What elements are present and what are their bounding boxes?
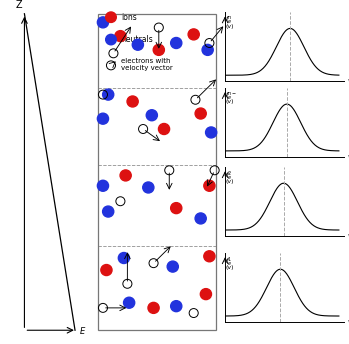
Text: $f_e^n$: $f_e^n$	[225, 15, 233, 27]
Text: (v): (v)	[225, 179, 233, 184]
Circle shape	[120, 170, 131, 181]
Text: (v): (v)	[225, 99, 233, 105]
Circle shape	[97, 113, 109, 124]
Bar	[98, 14, 216, 330]
Circle shape	[97, 180, 109, 191]
Text: v: v	[348, 78, 349, 83]
Text: electrons with
velocity vector: electrons with velocity vector	[121, 58, 172, 72]
Text: (v): (v)	[225, 265, 233, 270]
Circle shape	[153, 44, 164, 55]
Circle shape	[118, 252, 129, 264]
Circle shape	[167, 261, 178, 272]
Circle shape	[148, 302, 159, 313]
Circle shape	[204, 180, 215, 191]
Circle shape	[188, 29, 199, 40]
Circle shape	[143, 182, 154, 193]
Text: $f_e^{n-}$: $f_e^{n-}$	[225, 91, 238, 103]
Circle shape	[171, 37, 182, 49]
Text: ions: ions	[121, 13, 136, 22]
Text: $f_e^1$: $f_e^1$	[225, 256, 233, 269]
Circle shape	[103, 89, 114, 100]
Circle shape	[195, 213, 206, 224]
Circle shape	[103, 206, 114, 217]
Circle shape	[106, 34, 116, 45]
Circle shape	[206, 127, 217, 138]
Circle shape	[171, 203, 182, 214]
Circle shape	[146, 110, 157, 121]
Circle shape	[202, 44, 213, 55]
Text: $f_e^2$: $f_e^2$	[225, 170, 233, 183]
Text: v: v	[348, 154, 349, 159]
Circle shape	[127, 96, 138, 107]
Circle shape	[106, 12, 116, 22]
Text: Z: Z	[16, 0, 22, 10]
Text: E: E	[80, 327, 86, 336]
Text: neutrals: neutrals	[121, 35, 153, 44]
Circle shape	[115, 31, 126, 42]
Circle shape	[124, 297, 135, 308]
Circle shape	[97, 17, 109, 28]
Text: v: v	[348, 233, 349, 238]
Circle shape	[195, 108, 206, 119]
Text: (v): (v)	[225, 24, 233, 29]
Circle shape	[200, 289, 211, 300]
Circle shape	[204, 251, 215, 262]
Circle shape	[132, 39, 143, 50]
Text: v: v	[348, 319, 349, 324]
Circle shape	[171, 301, 182, 312]
Circle shape	[101, 265, 112, 276]
Circle shape	[158, 123, 170, 135]
